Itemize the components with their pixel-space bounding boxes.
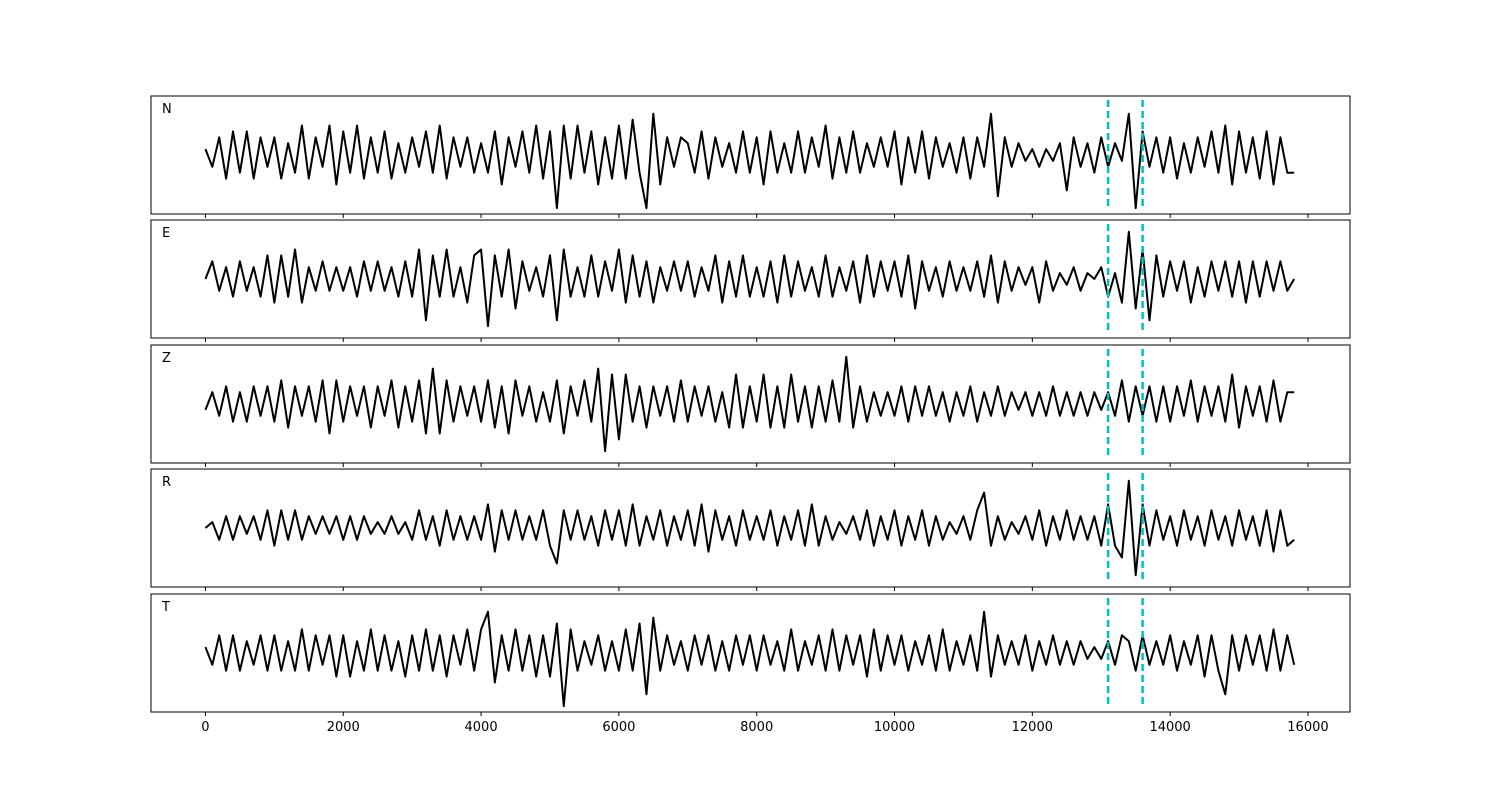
x-tick-label: 6000 [602, 720, 635, 735]
panel-frame [150, 95, 1351, 215]
x-tick-label: 0 [201, 720, 209, 735]
trace [204, 230, 1296, 328]
panel-label: T [161, 600, 170, 615]
panel-label: E [162, 226, 170, 241]
x-tick-label: 8000 [740, 720, 773, 735]
panel-frame [150, 593, 1351, 713]
x-tick-label: 2000 [327, 720, 360, 735]
panel-frame [150, 344, 1351, 464]
x-tick-label: 16000 [1287, 720, 1328, 735]
trace [204, 112, 1295, 210]
trace [204, 479, 1295, 577]
panel-label: R [162, 475, 171, 490]
x-tick-label: 12000 [1012, 720, 1053, 735]
x-tick-label: 10000 [874, 720, 915, 735]
x-tick-label: 14000 [1149, 720, 1190, 735]
panel-label: Z [162, 351, 171, 366]
panel-label: N [162, 102, 172, 117]
panel-frame [150, 468, 1351, 588]
x-tick-label: 4000 [465, 720, 498, 735]
trace [204, 355, 1295, 453]
trace [204, 610, 1296, 708]
panel-frame [150, 219, 1351, 339]
